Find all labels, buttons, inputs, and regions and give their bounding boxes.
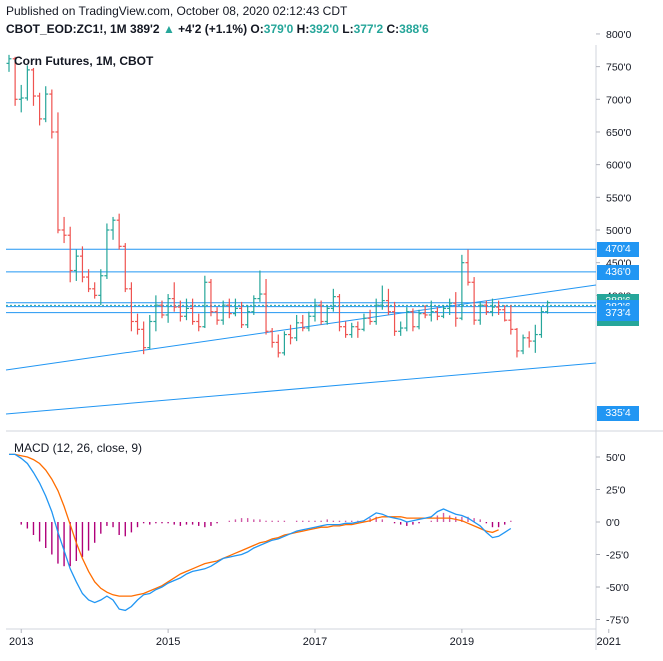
macd-tick-label: 0'0	[606, 517, 620, 529]
price-tick-label: 800'0	[606, 29, 632, 41]
last-price: 389'2	[130, 22, 160, 36]
price-tag-upper-line: 470'4	[597, 242, 639, 257]
price-tick-label: 750'0	[606, 62, 632, 74]
macd-line	[9, 453, 512, 612]
macd-tick-label: -75'0	[606, 615, 629, 627]
price-tick-label: 650'0	[606, 127, 632, 139]
price-tick-label: 550'0	[606, 192, 632, 204]
price-tag-bottom-line: 335'4	[597, 406, 639, 421]
change-value: +4'2 (+1.1%)	[178, 22, 248, 36]
low-label: L:	[342, 22, 354, 36]
macd-tick-label: 25'0	[606, 485, 626, 497]
close-label: C:	[386, 22, 400, 36]
published-line: Published on TradingView.com, October 08…	[6, 4, 348, 18]
macd-tick-label: 50'0	[606, 452, 626, 464]
price-tick-label: 700'0	[606, 94, 632, 106]
high-value: 392'0	[309, 22, 339, 36]
time-tick-label: 2017	[303, 636, 327, 648]
price-chart-title: Corn Futures, 1M, CBOT	[14, 54, 154, 68]
price-tick-label: 600'0	[606, 160, 632, 172]
symbol-legend: CBOT_EOD:ZC1!, 1M 389'2 ▲ +4'2 (+1.1%) O…	[6, 22, 429, 36]
price-tag-lower-channel: 373'4	[597, 306, 639, 321]
close-value: 388'6	[399, 22, 429, 36]
change-up-icon: ▲	[162, 22, 175, 36]
price-tick-label: 500'0	[606, 225, 632, 237]
macd-tick-label: -50'0	[606, 582, 629, 594]
high-label: H:	[296, 22, 310, 36]
symbol-label: CBOT_EOD:ZC1!, 1M	[6, 22, 127, 36]
price-tag-resistance: 436'0	[597, 265, 639, 280]
time-tick-label: 2013	[9, 636, 33, 648]
lower-trendline	[5, 362, 597, 415]
macd-tick-label: -25'0	[606, 550, 629, 562]
upper-trendline	[5, 284, 597, 371]
macd-title: MACD (12, 26, close, 9)	[14, 441, 143, 455]
open-value: 379'0	[263, 22, 294, 36]
time-tick-label: 2019	[450, 636, 474, 648]
signal-line	[9, 453, 499, 597]
time-tick-label: 2015	[156, 636, 180, 648]
time-tick-label: 2021	[597, 636, 621, 648]
low-value: 377'2	[353, 22, 384, 36]
open-label: O:	[250, 22, 264, 36]
